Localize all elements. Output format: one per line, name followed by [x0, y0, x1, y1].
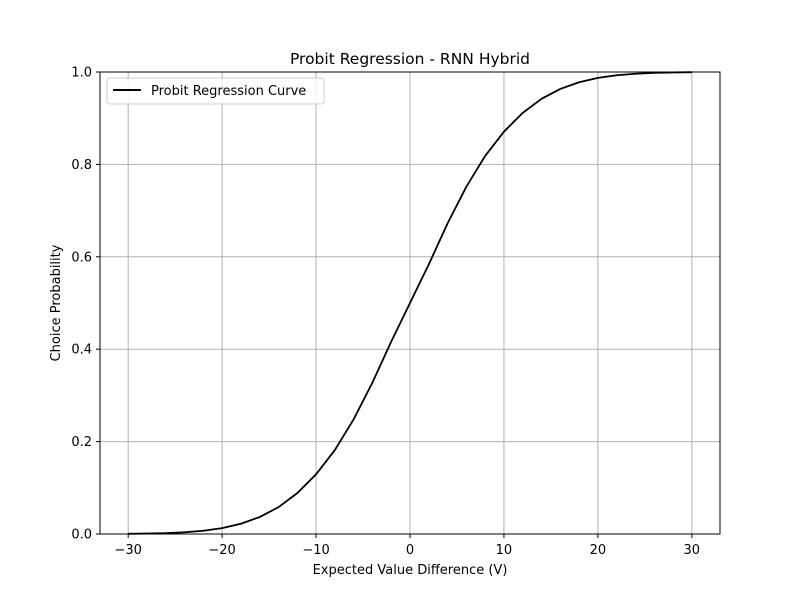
legend-box	[106, 77, 325, 105]
legend-label: Probit Regression Curve	[151, 84, 306, 99]
x-tick-label: −10	[302, 543, 329, 558]
y-tick-label: 0.0	[71, 528, 92, 543]
y-axis-label: Choice Probability	[49, 244, 64, 361]
y-tick-label: 1.0	[71, 66, 92, 81]
y-tick-label: 0.8	[71, 158, 92, 173]
x-axis-label: Expected Value Difference (V)	[313, 563, 508, 578]
series-group	[128, 71, 692, 535]
x-tick-label: −30	[114, 543, 141, 558]
legend: Probit Regression Curve	[106, 77, 325, 105]
x-tick-label: 30	[684, 543, 701, 558]
x-tick-label: −20	[208, 543, 235, 558]
y-tick-label: 0.2	[71, 435, 92, 450]
ticks: −30 −20 −10 0 10 20 30 0.0 0.2 0.4 0.6 0.8 1.0	[71, 66, 700, 559]
x-tick-label: 10	[496, 543, 513, 558]
chart-title: Probit Regression - RNN Hybrid	[290, 50, 530, 68]
series-line	[128, 71, 692, 535]
x-tick-label: 0	[406, 543, 414, 558]
y-tick-label: 0.6	[71, 250, 92, 265]
x-tick-label: 20	[590, 543, 607, 558]
y-tick-label: 0.4	[71, 343, 92, 358]
